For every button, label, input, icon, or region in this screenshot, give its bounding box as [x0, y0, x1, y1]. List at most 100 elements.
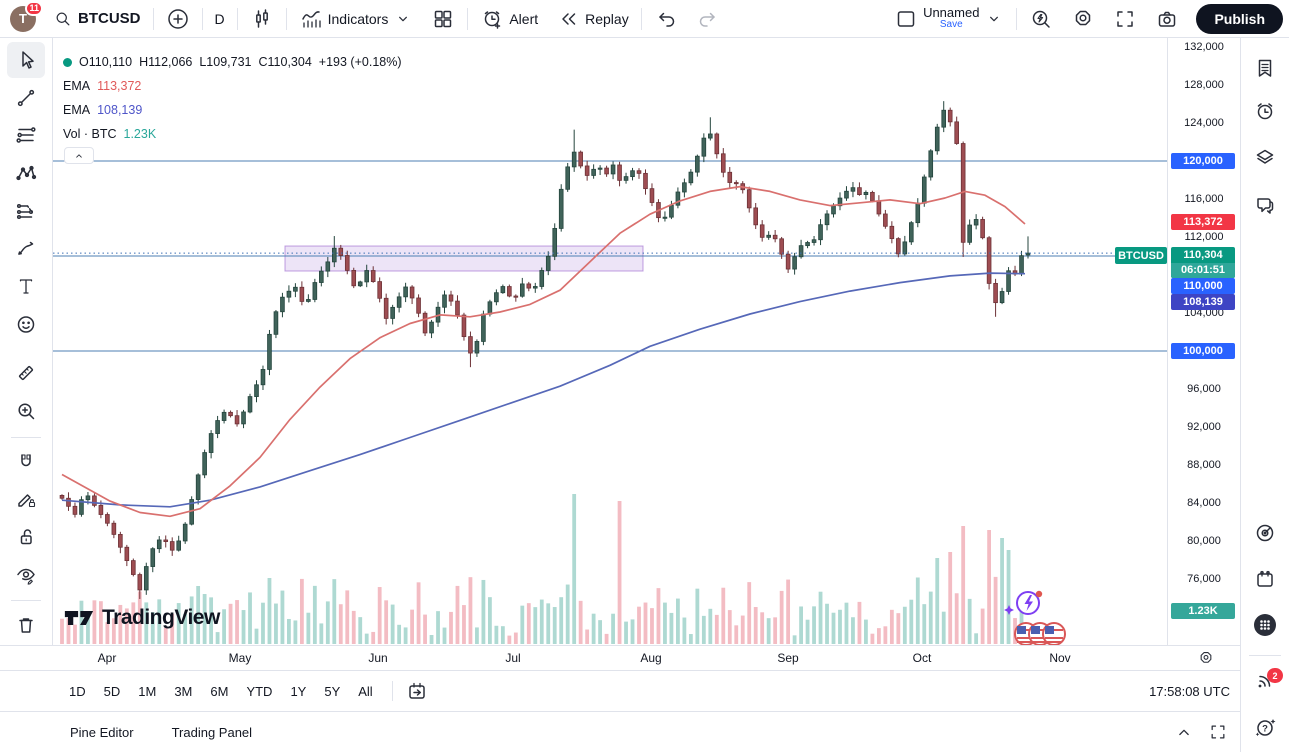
ema-slow-line[interactable] [61, 272, 1026, 508]
tool-fib-retracement[interactable] [7, 117, 45, 153]
range-button-1d[interactable]: 1D [62, 680, 93, 703]
publish-button[interactable]: Publish [1196, 3, 1283, 34]
range-button-5y[interactable]: 5Y [317, 680, 347, 703]
eye-pencil-icon [17, 568, 35, 585]
layout-grid-button[interactable] [422, 4, 464, 34]
broadcast-icon [1258, 675, 1271, 688]
price-tick: 76,000 [1187, 573, 1221, 585]
ema-slow-value: 108,139 [97, 103, 143, 117]
divider [236, 7, 238, 30]
replay-button[interactable]: Replay [547, 4, 638, 34]
ema-slow-label: EMA [63, 103, 91, 117]
trash-icon [19, 618, 33, 633]
screenshot-button[interactable] [1146, 4, 1188, 34]
layout-select-button[interactable]: Unnamed Save [885, 4, 1013, 34]
fib-retracement-icon [16, 127, 36, 143]
range-button-ytd[interactable]: YTD [239, 680, 279, 703]
tool-zoom-in[interactable] [7, 393, 45, 429]
chat-button[interactable] [1249, 189, 1281, 221]
tool-magnet[interactable] [7, 444, 45, 480]
tool-cursor[interactable] [7, 42, 45, 78]
tool-text[interactable] [7, 268, 45, 304]
tool-hide-drawings[interactable] [7, 557, 45, 593]
volume-row[interactable]: Vol · BTC 1.23K [63, 122, 402, 146]
tab-pine-editor[interactable]: Pine Editor [70, 724, 134, 740]
tool-drawing-mode[interactable] [7, 481, 45, 517]
price-tick: 96,000 [1187, 383, 1221, 395]
ohlc-high: H112,066 [139, 55, 193, 69]
tool-brush[interactable] [7, 230, 45, 266]
range-button-5d[interactable]: 5D [97, 680, 128, 703]
range-button-1m[interactable]: 1M [131, 680, 163, 703]
range-button-all[interactable]: All [351, 680, 379, 703]
cursor-icon [22, 51, 34, 69]
streams-button[interactable] [1249, 665, 1281, 697]
axis-settings-button[interactable] [1196, 648, 1216, 668]
event-sticker-icons[interactable] [1001, 587, 1077, 645]
tool-trend-line[interactable] [7, 80, 45, 116]
alerts-button[interactable] [1249, 95, 1281, 127]
ohlc-row[interactable]: O110,110 H112,066 L109,731 C110,304 +193… [63, 50, 402, 74]
chevron-up-icon [76, 153, 82, 158]
panel-expand-button[interactable] [1174, 722, 1194, 742]
bottom-panel: Pine Editor Trading Panel [0, 711, 1240, 752]
chart-pane[interactable]: O110,110 H112,066 L109,731 C110,304 +193… [53, 38, 1167, 645]
settings-button[interactable] [1062, 4, 1104, 34]
svg-text:?: ? [1262, 724, 1268, 735]
tool-lock-drawings[interactable] [7, 519, 45, 555]
chart-style-button[interactable] [241, 4, 283, 34]
price-label-chip: 108,139 [1171, 294, 1235, 310]
tab-trading-panel[interactable]: Trading Panel [171, 724, 253, 740]
drawing-toolbar [0, 38, 53, 645]
interval-button[interactable]: D [206, 4, 234, 34]
top-toolbar: T 11 BTCUSD D Indicators [0, 0, 1289, 38]
price-label-chip: 120,000 [1171, 153, 1235, 169]
highlight-zone[interactable] [284, 245, 644, 272]
range-button-6m[interactable]: 6M [203, 680, 235, 703]
fullscreen-button[interactable] [1104, 4, 1146, 34]
compare-add-button[interactable] [157, 4, 199, 34]
indicators-button[interactable]: Indicators [290, 4, 423, 34]
time-axis[interactable]: Apr May Jun Jul Aug Sep Oct Nov [0, 645, 1240, 670]
goto-date-icon[interactable] [405, 679, 429, 703]
layout-name: Unnamed [923, 4, 980, 20]
tool-measure[interactable] [7, 355, 45, 391]
help-button[interactable]: ? [1249, 711, 1281, 743]
object-tree-button[interactable] [1249, 141, 1281, 173]
range-buttons: 1D 5D 1M 3M 6M YTD 1Y 5Y All [62, 679, 429, 703]
ema-slow-row[interactable]: EMA 108,139 [63, 98, 402, 122]
tool-projection[interactable] [7, 193, 45, 229]
legend-collapse-button[interactable] [64, 147, 94, 164]
ohlc-change: +193 (+0.18%) [318, 55, 402, 69]
ema-fast-line[interactable] [61, 185, 1026, 518]
user-menu-button[interactable]: T 11 [10, 0, 43, 32]
price-tick: 80,000 [1187, 535, 1221, 547]
save-link[interactable]: Save [939, 18, 963, 30]
screener-button[interactable] [1249, 517, 1281, 549]
calendar-icon [1257, 570, 1273, 587]
panel-maximize-button[interactable] [1208, 722, 1228, 742]
price-chart[interactable] [53, 38, 1167, 645]
layers-icon [1256, 149, 1274, 164]
undo-button[interactable] [645, 4, 687, 34]
calendar-button[interactable] [1249, 563, 1281, 595]
clock-display[interactable]: 17:58:08 UTC [1149, 683, 1230, 699]
redo-button[interactable] [687, 4, 729, 34]
range-button-1y[interactable]: 1Y [283, 680, 313, 703]
ema-fast-label: EMA [63, 79, 91, 93]
right-sidebar: 2 ? [1240, 38, 1289, 752]
range-button-3m[interactable]: 3M [167, 680, 199, 703]
tool-remove-drawings[interactable] [7, 607, 45, 643]
ema-fast-row[interactable]: EMA 113,372 [63, 74, 402, 98]
replay-icon [562, 12, 576, 25]
month-label: Sep [777, 651, 799, 665]
symbol-search-button[interactable]: BTCUSD [44, 4, 150, 34]
tool-emoji[interactable] [7, 306, 45, 342]
more-apps-button[interactable] [1249, 609, 1281, 641]
tool-xabcd-pattern[interactable] [7, 155, 45, 191]
quick-search-button[interactable] [1020, 4, 1062, 34]
price-label-chip: 110,304 06:01:51 [1171, 247, 1235, 278]
price-axis[interactable]: 132,000 128,000 124,000 116,000 112,000 104,0… [1167, 38, 1240, 645]
alert-button[interactable]: Alert [471, 4, 547, 34]
watchlist-button[interactable] [1249, 52, 1281, 84]
